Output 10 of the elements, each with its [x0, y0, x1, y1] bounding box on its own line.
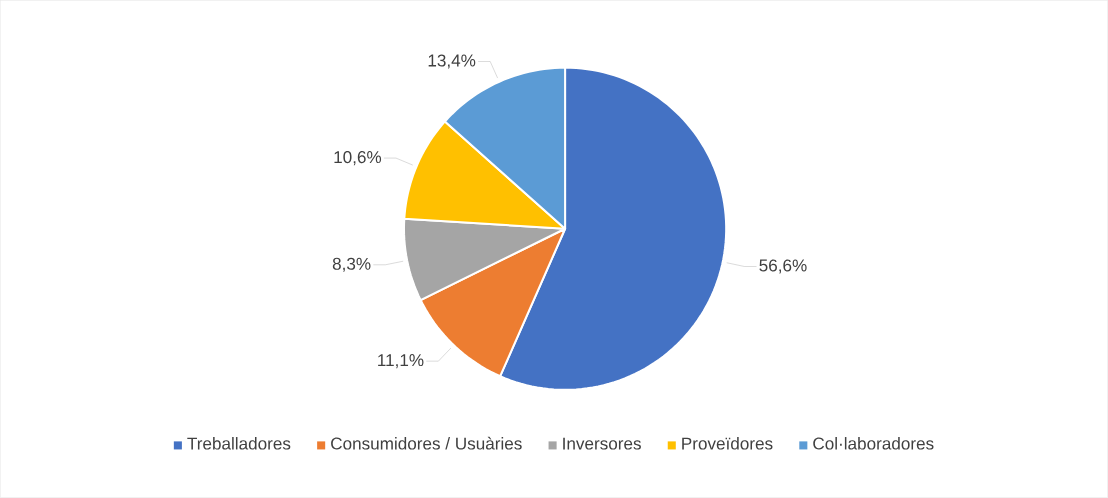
- data-label: 10,6%: [334, 151, 382, 166]
- data-label: 11,1%: [378, 354, 424, 369]
- legend-label: Inversores: [563, 437, 641, 450]
- legend-label: Treballadores: [187, 437, 291, 450]
- data-label: 56,6%: [759, 259, 807, 274]
- legend-label: Proveïdores: [682, 437, 773, 450]
- data-label: 13,4%: [428, 54, 476, 69]
- legend-label: Consumidores / Usuàries: [331, 436, 522, 450]
- legend-label: Col·laboradores: [813, 437, 934, 450]
- data-label: 8,3%: [332, 257, 371, 272]
